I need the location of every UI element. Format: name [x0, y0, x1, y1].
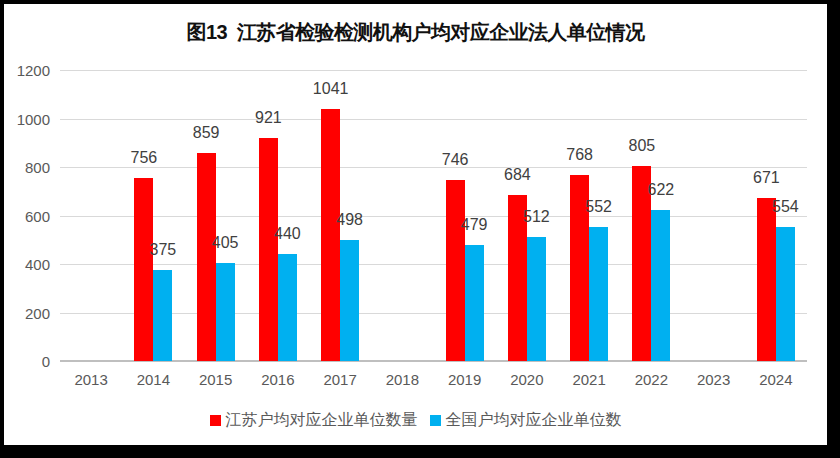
value-label-national-2014: 375	[138, 242, 188, 258]
value-label-jiangsu-2014: 756	[119, 150, 169, 166]
y-axis-label-400: 400	[6, 257, 50, 272]
value-label-jiangsu-2024: 671	[741, 170, 791, 186]
gridline-400	[60, 264, 807, 265]
value-label-jiangsu-2021: 768	[555, 147, 605, 163]
x-axis-label-2014: 2014	[122, 371, 184, 388]
x-axis-label-2023: 2023	[683, 371, 745, 388]
bar-jiangsu-2024	[757, 198, 776, 361]
gridline-1200	[60, 70, 807, 71]
value-label-national-2019: 479	[449, 217, 499, 233]
value-label-national-2022: 622	[636, 182, 686, 198]
bar-national-2019	[465, 245, 484, 361]
x-axis-label-2024: 2024	[745, 371, 807, 388]
bar-jiangsu-2019	[446, 180, 465, 361]
value-label-national-2024: 554	[760, 199, 810, 215]
value-label-national-2020: 512	[511, 209, 561, 225]
bar-national-2015	[216, 263, 235, 361]
bar-jiangsu-2017	[321, 109, 340, 361]
legend: 江苏户均对应企业单位数量 全国户均对应企业单位数	[4, 410, 827, 431]
bar-national-2020	[527, 237, 546, 361]
y-axis-label-200: 200	[6, 306, 50, 321]
legend-swatch-jiangsu	[210, 415, 221, 426]
x-axis-label-2015: 2015	[185, 371, 247, 388]
bar-national-2016	[278, 254, 297, 361]
bar-national-2022	[651, 210, 670, 361]
y-axis-label-600: 600	[6, 209, 50, 224]
x-axis-label-2013: 2013	[60, 371, 122, 388]
chart-area: 图13 江苏省检验检测机构户均对应企业法人单位情况 0 200 400 600 800 1…	[4, 4, 827, 445]
y-axis-label-1000: 1000	[6, 112, 50, 127]
y-axis-label-0: 0	[6, 354, 50, 369]
chart-title: 图13 江苏省检验检测机构户均对应企业法人单位情况	[4, 19, 827, 46]
bar-jiangsu-2014	[134, 178, 153, 361]
value-label-national-2017: 498	[325, 212, 375, 228]
legend-label-jiangsu: 江苏户均对应企业单位数量	[226, 410, 418, 431]
y-axis-label-1200: 1200	[6, 63, 50, 78]
x-axis-label-2021: 2021	[558, 371, 620, 388]
x-axis-label-2018: 2018	[371, 371, 433, 388]
x-axis-label-2020: 2020	[496, 371, 558, 388]
bar-national-2024	[776, 227, 795, 361]
y-axis-label-800: 800	[6, 160, 50, 175]
legend-label-national: 全国户均对应企业单位数	[446, 410, 622, 431]
bar-national-2017	[340, 240, 359, 361]
x-axis-label-2022: 2022	[620, 371, 682, 388]
legend-swatch-national	[430, 415, 441, 426]
gridline-600	[60, 216, 807, 217]
gridline-1000	[60, 119, 807, 120]
value-label-jiangsu-2022: 805	[617, 138, 667, 154]
value-label-jiangsu-2017: 1041	[306, 81, 356, 97]
value-label-national-2015: 405	[200, 235, 250, 251]
value-label-jiangsu-2015: 859	[181, 125, 231, 141]
value-label-jiangsu-2020: 684	[492, 167, 542, 183]
bar-national-2021	[589, 227, 608, 361]
legend-item-national: 全国户均对应企业单位数	[430, 410, 622, 431]
value-label-national-2021: 552	[574, 199, 624, 215]
legend-item-jiangsu: 江苏户均对应企业单位数量	[210, 410, 418, 431]
x-axis-label-2016: 2016	[247, 371, 309, 388]
value-label-jiangsu-2019: 746	[430, 152, 480, 168]
bar-jiangsu-2015	[197, 153, 216, 361]
x-axis-label-2019: 2019	[434, 371, 496, 388]
value-label-national-2016: 440	[262, 226, 312, 242]
bar-jiangsu-2016	[259, 138, 278, 361]
bar-national-2014	[153, 270, 172, 361]
value-label-jiangsu-2016: 921	[243, 110, 293, 126]
x-axis-label-2017: 2017	[309, 371, 371, 388]
